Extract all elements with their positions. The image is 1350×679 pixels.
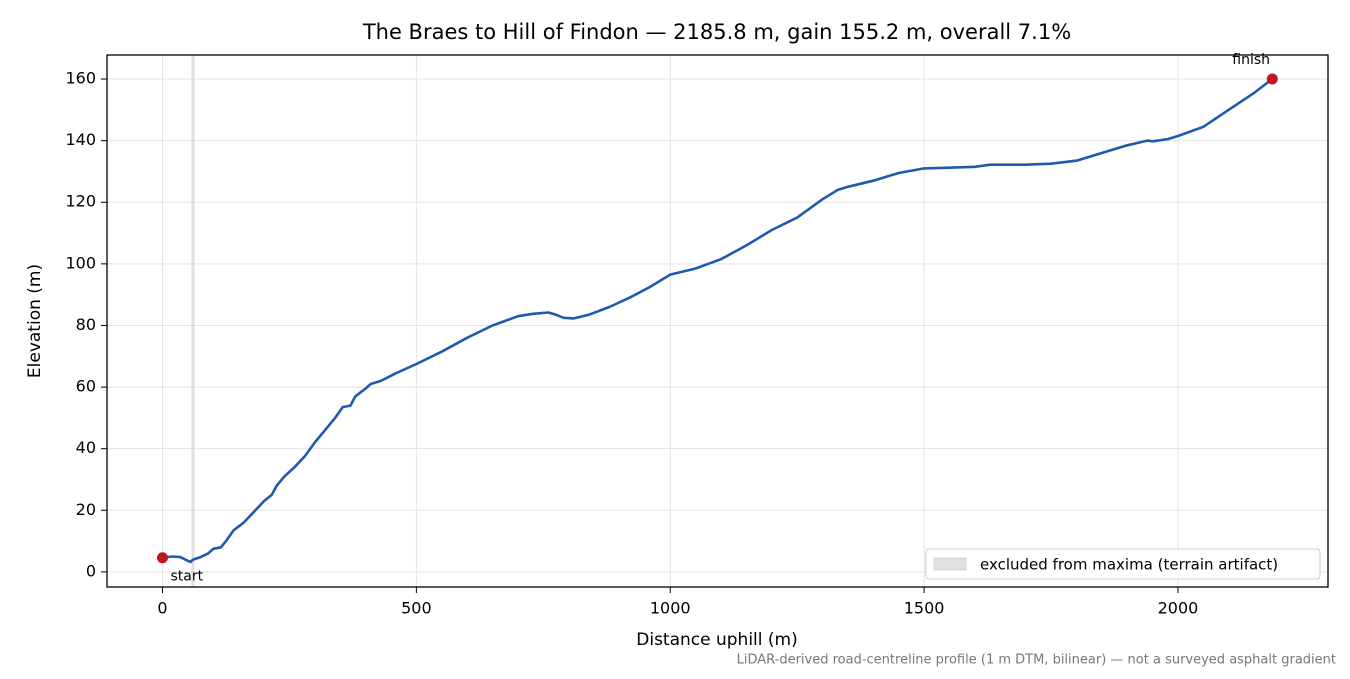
x-tick-label: 2000 bbox=[1158, 599, 1199, 618]
elevation-line bbox=[162, 77, 1274, 564]
y-tick-label: 140 bbox=[65, 130, 96, 149]
y-tick-label: 40 bbox=[76, 438, 96, 457]
annotation: finish bbox=[1232, 52, 1270, 68]
plot-frame bbox=[106, 54, 1329, 588]
chart-title: The Braes to Hill of Findon — 2185.8 m, … bbox=[362, 20, 1071, 44]
y-tick-label: 100 bbox=[65, 253, 96, 272]
excluded-span bbox=[191, 55, 195, 587]
y-tick-label: 80 bbox=[76, 315, 96, 334]
y-axis-label: Elevation (m) bbox=[25, 264, 45, 378]
x-tick-label: 1500 bbox=[904, 599, 945, 618]
legend-label: excluded from maxima (terrain artifact) bbox=[980, 556, 1278, 574]
x-axis-label: Distance uphill (m) bbox=[636, 630, 797, 650]
footnote: LiDAR-derived road-centreline profile (1… bbox=[737, 653, 1336, 668]
legend-box bbox=[925, 548, 1321, 580]
y-tick-label: 120 bbox=[65, 192, 96, 211]
endpoint-marker bbox=[156, 552, 168, 564]
y-tick-label: 20 bbox=[76, 500, 96, 519]
x-tick-label: 1000 bbox=[650, 599, 691, 618]
x-tick-label: 0 bbox=[157, 599, 167, 618]
y-tick-label: 0 bbox=[86, 561, 96, 580]
annotation: start bbox=[170, 569, 203, 585]
legend-swatch bbox=[933, 557, 967, 571]
y-tick-label: 160 bbox=[65, 69, 96, 88]
y-tick-label: 60 bbox=[76, 377, 96, 396]
endpoint-marker bbox=[1266, 73, 1278, 85]
x-tick-label: 500 bbox=[401, 599, 432, 618]
